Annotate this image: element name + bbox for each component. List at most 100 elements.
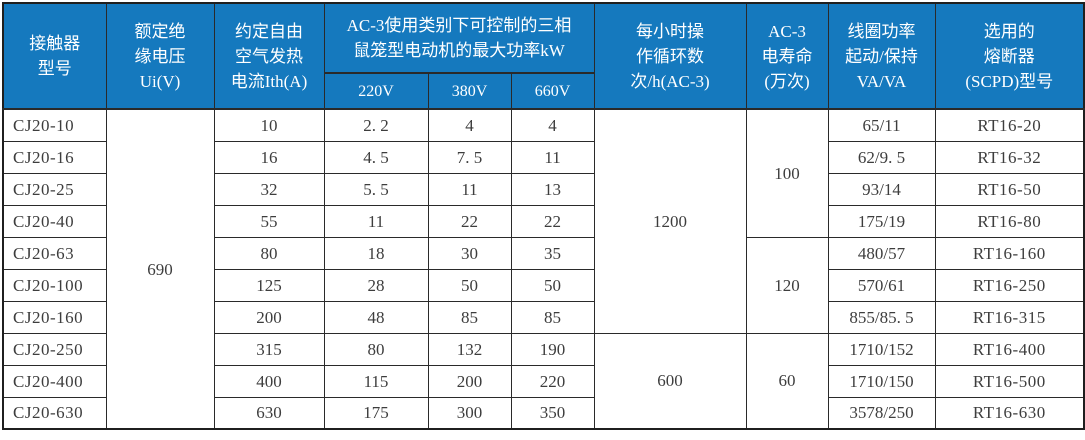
table-row: CJ20-400 400 115 200 220 1710/150 RT16-5…: [2, 364, 1085, 398]
table-row: CJ20-100 125 28 50 50 570/61 RT16-250: [2, 268, 1085, 302]
header-row-sub: 220V 380V 660V: [3, 72, 1084, 110]
cell-coil-power: 3578/250: [827, 396, 936, 430]
cell-kw-660: 13: [510, 172, 595, 206]
cell-kw-220: 18: [323, 236, 429, 270]
cell-kw-380: 200: [427, 364, 512, 398]
cell-coil-power: 1710/150: [827, 364, 936, 398]
col-header-380v: 380V: [427, 72, 512, 110]
cell-thermal-current: 200: [213, 300, 325, 334]
cell-fuse-model: RT16-250: [934, 268, 1085, 302]
cell-thermal-current: 80: [213, 236, 325, 270]
cell-model: CJ20-100: [2, 268, 107, 302]
cell-kw-220: 2. 2: [323, 108, 429, 142]
col-header-thermal-current: 约定自由 空气发热 电流Ith(A): [213, 2, 325, 110]
cell-kw-660: 220: [510, 364, 595, 398]
col-header-fuse: 选用的 熔断器 (SCPD)型号: [934, 2, 1085, 110]
cell-kw-660: 350: [510, 396, 595, 430]
cell-kw-660: 11: [510, 140, 595, 174]
cell-model: CJ20-25: [2, 172, 107, 206]
cell-fuse-model: RT16-50: [934, 172, 1085, 206]
cell-coil-power: 62/9. 5: [827, 140, 936, 174]
table-row: CJ20-40 55 11 22 22 175/19 RT16-80: [2, 204, 1085, 238]
table-body: CJ20-10 690 10 2. 2 4 4 1200 100 65/11 R…: [2, 108, 1085, 430]
cell-model: CJ20-10: [2, 108, 107, 142]
cell-fuse-model: RT16-630: [934, 396, 1085, 430]
col-header-model: 接触器 型号: [2, 2, 107, 110]
cell-fuse-model: RT16-400: [934, 332, 1085, 366]
cell-kw-220: 115: [323, 364, 429, 398]
col-header-electrical-life: AC-3 电寿命 (万次): [745, 2, 829, 110]
cell-kw-220: 175: [323, 396, 429, 430]
cell-kw-380: 85: [427, 300, 512, 334]
cell-fuse-model: RT16-160: [934, 236, 1085, 270]
table-row: CJ20-630 630 175 300 350 3578/250 RT16-6…: [2, 396, 1085, 430]
col-header-660v: 660V: [510, 72, 595, 110]
cell-kw-220: 48: [323, 300, 429, 334]
cell-fuse-model: RT16-500: [934, 364, 1085, 398]
table-row: CJ20-25 32 5. 5 11 13 93/14 RT16-50: [2, 172, 1085, 206]
cell-thermal-current: 125: [213, 268, 325, 302]
cell-kw-660: 190: [510, 332, 595, 366]
cell-electrical-life: 100: [745, 108, 829, 238]
cell-fuse-model: RT16-20: [934, 108, 1085, 142]
cell-model: CJ20-40: [2, 204, 107, 238]
cell-model: CJ20-16: [2, 140, 107, 174]
cell-kw-660: 85: [510, 300, 595, 334]
cell-kw-380: 30: [427, 236, 512, 270]
cell-kw-220: 5. 5: [323, 172, 429, 206]
cell-kw-380: 4: [427, 108, 512, 142]
cell-fuse-model: RT16-315: [934, 300, 1085, 334]
cell-coil-power: 65/11: [827, 108, 936, 142]
col-header-ac3-power-group: AC-3使用类别下可控制的三相 鼠笼型电动机的最大功率kW: [323, 2, 595, 74]
cell-kw-380: 22: [427, 204, 512, 238]
cell-kw-380: 50: [427, 268, 512, 302]
cell-coil-power: 480/57: [827, 236, 936, 270]
cell-kw-380: 300: [427, 396, 512, 430]
col-header-cycles-per-hour: 每小时操 作循环数 次/h(AC-3): [593, 2, 747, 110]
col-header-220v: 220V: [323, 72, 429, 110]
cell-model: CJ20-400: [2, 364, 107, 398]
cell-thermal-current: 630: [213, 396, 325, 430]
cell-thermal-current: 55: [213, 204, 325, 238]
cell-kw-220: 28: [323, 268, 429, 302]
cell-insulation-voltage: 690: [105, 108, 215, 430]
cell-kw-660: 50: [510, 268, 595, 302]
cell-cycles-per-hour: 1200: [593, 108, 747, 334]
cell-thermal-current: 10: [213, 108, 325, 142]
cell-thermal-current: 400: [213, 364, 325, 398]
cell-kw-380: 11: [427, 172, 512, 206]
cell-coil-power: 855/85. 5: [827, 300, 936, 334]
contactor-spec-table: 接触器 型号 额定绝 缘电压 Ui(V) 约定自由 空气发热 电流Ith(A) …: [2, 2, 1085, 430]
cell-coil-power: 93/14: [827, 172, 936, 206]
cell-kw-380: 7. 5: [427, 140, 512, 174]
cell-model: CJ20-160: [2, 300, 107, 334]
table-row: CJ20-16 16 4. 5 7. 5 11 62/9. 5 RT16-32: [2, 140, 1085, 174]
cell-model: CJ20-63: [2, 236, 107, 270]
table-header: 接触器 型号 额定绝 缘电压 Ui(V) 约定自由 空气发热 电流Ith(A) …: [2, 2, 1085, 110]
cell-coil-power: 175/19: [827, 204, 936, 238]
header-row-main: 接触器 型号 额定绝 缘电压 Ui(V) 约定自由 空气发热 电流Ith(A) …: [2, 2, 1085, 110]
cell-kw-220: 11: [323, 204, 429, 238]
table-row: CJ20-250 315 80 132 190 600 60 1710/152 …: [2, 332, 1085, 430]
cell-kw-660: 22: [510, 204, 595, 238]
cell-kw-220: 4. 5: [323, 140, 429, 174]
cell-kw-380: 132: [427, 332, 512, 366]
cell-fuse-model: RT16-32: [934, 140, 1085, 174]
cell-coil-power: 570/61: [827, 268, 936, 302]
col-header-insulation-voltage: 额定绝 缘电压 Ui(V): [105, 2, 215, 110]
cell-model: CJ20-630: [2, 396, 107, 430]
cell-coil-power: 1710/152: [827, 332, 936, 366]
col-header-coil-power: 线圈功率 起动/保持 VA/VA: [827, 2, 936, 110]
cell-kw-660: 35: [510, 236, 595, 270]
cell-cycles-per-hour: 600: [593, 332, 747, 430]
cell-electrical-life: 60: [745, 332, 829, 430]
cell-fuse-model: RT16-80: [934, 204, 1085, 238]
table-row: CJ20-10 690 10 2. 2 4 4 1200 100 65/11 R…: [2, 108, 1085, 430]
cell-kw-220: 80: [323, 332, 429, 366]
cell-electrical-life: 120: [745, 236, 829, 334]
cell-thermal-current: 32: [213, 172, 325, 206]
cell-model: CJ20-250: [2, 332, 107, 366]
cell-thermal-current: 315: [213, 332, 325, 366]
cell-kw-660: 4: [510, 108, 595, 142]
